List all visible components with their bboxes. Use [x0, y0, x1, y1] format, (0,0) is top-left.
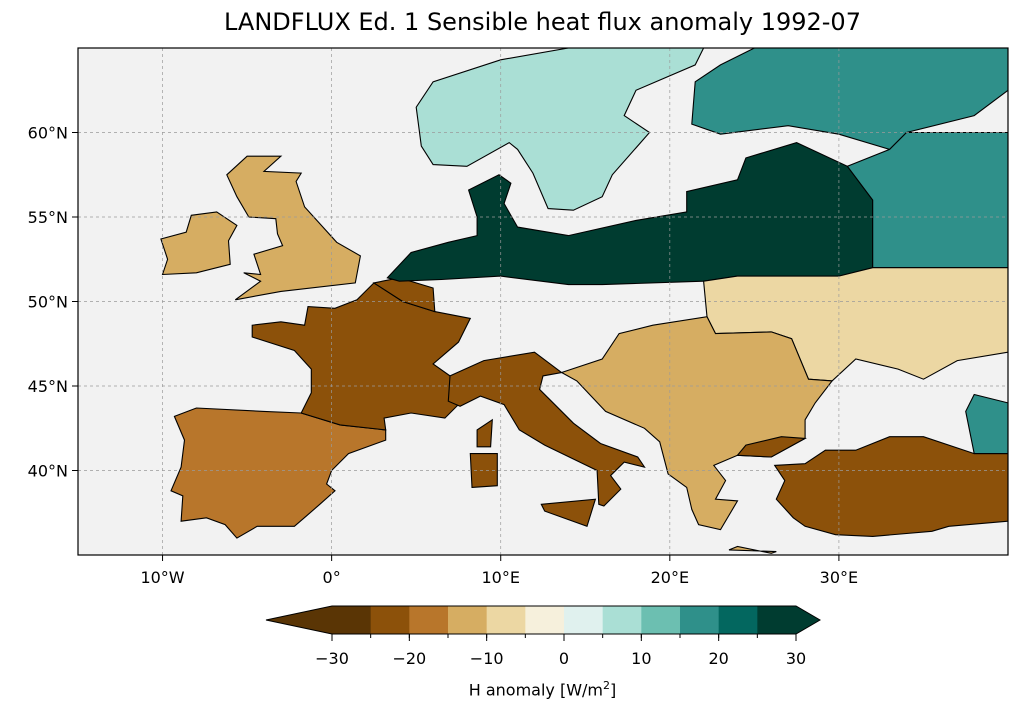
latitude-ticks: 40°N 45°N 50°N 55°N 60°N — [28, 124, 78, 481]
colorbar-segment — [718, 606, 758, 634]
land-region-scandinavia-4 — [415, 48, 705, 211]
land-region-balkans-17 — [728, 545, 777, 554]
colorbar-segment — [564, 606, 604, 634]
colorbar-segment — [757, 606, 797, 634]
land-region-anatolia-10 — [773, 436, 1008, 537]
lat-tick-label: 60°N — [28, 124, 68, 143]
land-region-britain-12 — [226, 155, 362, 301]
land-region-northwest-russia-5 — [691, 48, 1008, 151]
land-region-poland-belarus-3 — [386, 142, 874, 286]
colorbar-tick-label: −20 — [392, 649, 426, 668]
colorbar-segment — [448, 606, 488, 634]
gridlines — [78, 48, 1008, 555]
colorbar-tick-label: 0 — [559, 649, 569, 668]
colorbar-extend-low — [266, 606, 332, 634]
land-region-britain-13 — [160, 211, 238, 276]
colorbar-segment — [602, 606, 642, 634]
colorbar-segment — [370, 606, 410, 634]
land-region-italy-14 — [469, 453, 498, 488]
longitude-ticks: 10°W 0° 10°E 20°E 30°E — [140, 555, 858, 587]
colorbar-segment — [332, 606, 372, 634]
colorbar-segment — [409, 606, 449, 634]
colorbar-segment — [486, 606, 526, 634]
colorbar-tick-label: 30 — [786, 649, 806, 668]
lon-tick-label: 10°E — [481, 568, 519, 587]
colorbar-tick-label: 10 — [631, 649, 651, 668]
colorbar-label: H anomaly [W/m2] — [468, 679, 617, 700]
land-region-italy-9 — [447, 351, 646, 507]
land-anomaly-layer — [160, 48, 1008, 554]
colorbar-segment — [525, 606, 565, 634]
lon-tick-label: 10°W — [140, 568, 184, 587]
colorbar: −30 −20 −10 0 10 20 30 — [265, 605, 821, 668]
colorbar-tick-label: −30 — [315, 649, 349, 668]
colorbar-segment — [680, 606, 720, 634]
lon-tick-label: 30°E — [820, 568, 858, 587]
lat-tick-label: 55°N — [28, 208, 68, 227]
land-region-italy-16 — [540, 498, 597, 528]
land-region-northwest-russia-18 — [965, 393, 1008, 455]
colorbar-extend-high — [796, 606, 820, 634]
map-title: LANDFLUX Ed. 1 Sensible heat flux anomal… — [224, 8, 861, 36]
colorbar-tick-label: −10 — [470, 649, 504, 668]
colorbar-segment — [641, 606, 681, 634]
lon-tick-label: 20°E — [651, 568, 689, 587]
lon-tick-label: 0° — [323, 568, 341, 587]
lat-tick-label: 50°N — [28, 293, 68, 312]
colorbar-tick-label: 20 — [708, 649, 728, 668]
lat-tick-label: 40°N — [28, 462, 68, 481]
land-region-france-15 — [476, 418, 493, 448]
lat-tick-label: 45°N — [28, 377, 68, 396]
land-region-anatolia-11 — [736, 436, 807, 458]
